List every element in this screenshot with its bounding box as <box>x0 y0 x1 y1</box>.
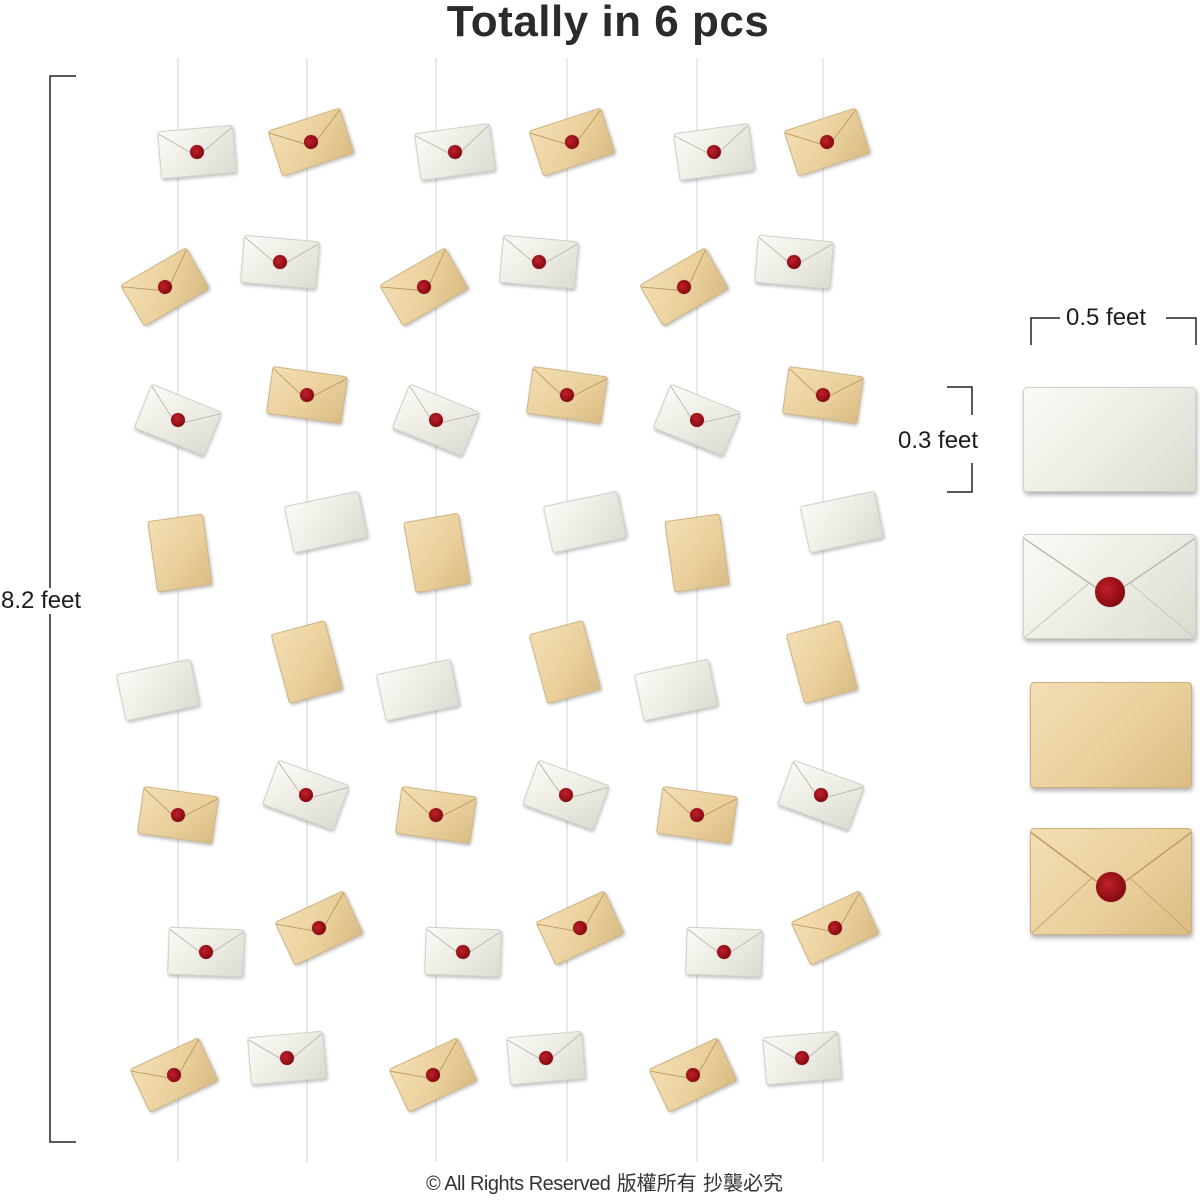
width-bracket <box>1030 317 1197 345</box>
kraft-envelope <box>266 365 348 425</box>
kraft-envelope <box>535 890 625 966</box>
white-envelope <box>247 1030 327 1086</box>
white-envelope <box>133 383 223 457</box>
white-envelope <box>240 234 320 290</box>
kraft-envelope <box>782 365 864 425</box>
height-label: 8.2 feet <box>1 587 82 614</box>
kraft-envelope <box>274 890 364 966</box>
white-envelope <box>685 926 763 978</box>
kraft-envelope-sealed-sample <box>1030 828 1192 935</box>
kraft-envelope <box>267 107 355 177</box>
width-label: 0.5 feet <box>1066 304 1147 331</box>
wax-seal-icon <box>1094 576 1125 607</box>
kraft-envelope <box>379 247 469 327</box>
kraft-envelope <box>147 513 213 593</box>
white-envelope <box>167 926 245 978</box>
kraft-envelope <box>388 1037 478 1113</box>
kraft-envelope <box>656 785 738 845</box>
white-envelope <box>652 383 742 457</box>
kraft-envelope <box>395 785 477 845</box>
wax-seal-icon <box>1096 871 1126 902</box>
kraft-envelope <box>526 365 608 425</box>
kraft-envelope <box>129 1037 219 1113</box>
white-envelope <box>754 234 834 290</box>
kraft-envelope <box>528 107 616 177</box>
white-envelope <box>762 1030 842 1086</box>
kraft-envelope <box>790 890 880 966</box>
page-title: Totally in 6 pcs <box>446 0 770 46</box>
white-envelope <box>391 383 481 457</box>
white-envelope <box>414 122 496 182</box>
white-envelope <box>499 234 579 290</box>
white-envelope-back-sample <box>1023 387 1196 492</box>
envelope-height-label: 0.3 feet <box>898 427 979 454</box>
white-envelope <box>777 759 865 831</box>
white-envelope <box>506 1030 586 1086</box>
white-envelope <box>262 759 350 831</box>
kraft-envelope <box>639 247 729 327</box>
copyright-notice: 版權所有 抄襲必究 <box>616 1171 784 1195</box>
envelope-height-bracket <box>947 386 973 493</box>
white-envelope <box>673 122 755 182</box>
copyright-footer: © All Rights Reserved 版權所有 抄襲必究 <box>426 1170 783 1197</box>
white-envelope <box>157 124 237 180</box>
kraft-envelope <box>137 785 219 845</box>
kraft-envelope-back-sample <box>1030 682 1192 788</box>
kraft-envelope <box>120 247 210 327</box>
kraft-envelope <box>783 107 871 177</box>
kraft-envelope <box>664 513 730 593</box>
white-envelope <box>424 926 502 978</box>
white-envelope-sealed-sample <box>1023 534 1196 639</box>
kraft-envelope <box>648 1037 738 1113</box>
copyright-text: © All Rights Reserved <box>426 1173 611 1195</box>
white-envelope <box>522 759 610 831</box>
